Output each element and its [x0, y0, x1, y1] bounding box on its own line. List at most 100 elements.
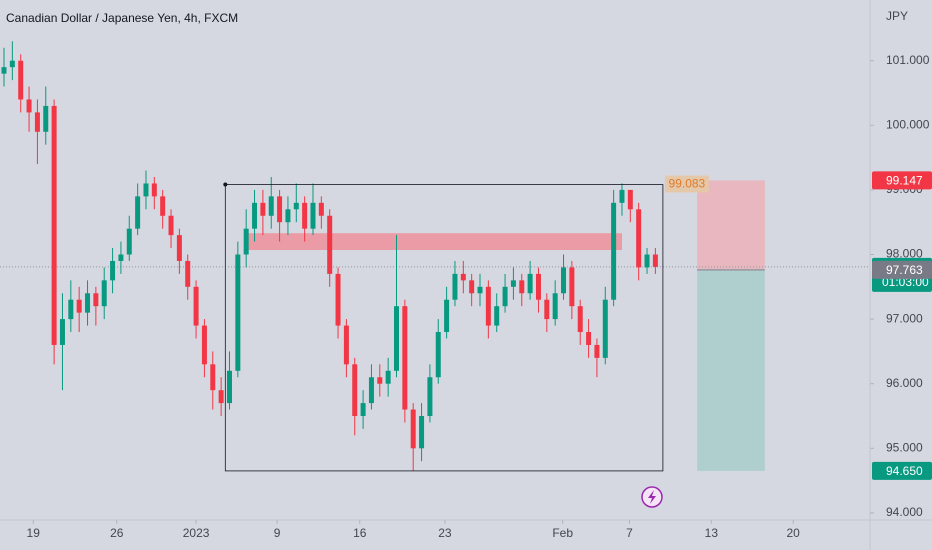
candle-body — [18, 60, 24, 100]
candle-body — [76, 299, 82, 313]
x-tick-label: 2023 — [183, 526, 210, 540]
candle-body — [135, 196, 141, 229]
candle-body — [335, 273, 341, 326]
candle-body — [252, 202, 258, 229]
position-stop — [697, 180, 765, 270]
candle-body — [652, 254, 658, 267]
candle-body — [110, 260, 116, 281]
x-tick-label: 23 — [438, 526, 452, 540]
price-tag-label: 97.763 — [886, 263, 923, 277]
candle-body — [586, 332, 592, 345]
x-tick-label: 9 — [274, 526, 281, 540]
x-tick-label: 20 — [786, 526, 800, 540]
y-tick-label: 96.000 — [886, 376, 923, 390]
candle-body — [151, 183, 157, 197]
candle-body — [26, 99, 32, 113]
x-tick-label: 19 — [27, 526, 41, 540]
range-box — [224, 184, 664, 472]
candle-body — [235, 254, 241, 371]
candle-body — [360, 403, 366, 416]
candle-body — [85, 293, 91, 313]
candle-body — [34, 112, 40, 132]
candle-body — [168, 215, 174, 236]
candle-body — [594, 344, 600, 358]
candle-body — [59, 319, 65, 345]
candle-body — [210, 364, 216, 391]
price-tag-label: 94.650 — [886, 464, 923, 478]
candle-body — [118, 254, 124, 261]
candle-body — [544, 299, 550, 320]
candle-body — [218, 390, 224, 404]
candle-body — [268, 196, 274, 216]
candle-body — [535, 273, 541, 300]
y-tick-label: 97.000 — [886, 311, 923, 325]
position-target — [697, 269, 765, 471]
price-tag — [872, 171, 932, 190]
x-tick-label: 16 — [353, 526, 367, 540]
candle-body — [444, 299, 450, 333]
y-tick-label: 95.000 — [886, 440, 923, 454]
alert-bolt[interactable] — [648, 490, 656, 504]
candle-body — [201, 325, 207, 365]
candle-body — [185, 260, 191, 287]
candle-body — [435, 332, 441, 378]
alert-icon[interactable] — [641, 486, 663, 508]
candle-body — [226, 370, 232, 404]
candle-body — [644, 254, 650, 268]
candle-body — [368, 377, 374, 404]
candle-body — [193, 286, 199, 326]
x-tick-label: 7 — [626, 526, 633, 540]
candle-body — [327, 215, 333, 274]
candle-body — [293, 202, 299, 210]
candle-body — [569, 267, 575, 307]
chart-title: Canadian Dollar / Japanese Yen, 4h, FXCM — [6, 11, 238, 25]
candle-body — [277, 196, 283, 223]
candle-body — [352, 364, 358, 416]
candle-body — [502, 286, 508, 307]
candle-body — [43, 105, 49, 132]
candle-body — [552, 293, 558, 320]
candle-body — [385, 370, 391, 384]
candle-body — [460, 273, 466, 281]
candle-body — [527, 273, 533, 294]
candle-body — [519, 280, 525, 294]
candle-body — [260, 202, 266, 216]
candle-body — [627, 189, 633, 210]
candle-body — [1, 67, 7, 74]
candle-body — [176, 235, 182, 261]
price-tag — [872, 461, 932, 480]
candle-body — [101, 280, 107, 307]
drawings — [0, 180, 870, 471]
y-axis-label: JPY — [886, 9, 908, 23]
candle-body — [485, 286, 491, 326]
y-tick-label: 94.000 — [886, 505, 923, 519]
candle-body — [477, 286, 483, 294]
candle-body — [318, 202, 324, 216]
candle-body — [9, 60, 15, 68]
price-tag — [872, 260, 932, 279]
candle-body — [619, 189, 625, 203]
y-tick-label: 101.000 — [886, 53, 930, 67]
candle-body — [377, 377, 383, 384]
overlays: 99.083 — [223, 175, 709, 472]
candle-body — [285, 209, 291, 223]
candle-body — [126, 228, 132, 255]
candle-body — [510, 280, 516, 287]
candle-body — [343, 325, 349, 365]
y-tick-label: 100.000 — [886, 117, 930, 131]
candle-body — [419, 416, 425, 449]
candle-body — [577, 306, 583, 333]
candle-body — [469, 280, 475, 294]
candle-body — [243, 228, 249, 255]
candle-body — [452, 273, 458, 300]
candle-body — [410, 409, 416, 449]
candle-body — [302, 202, 308, 229]
resistance-zone — [247, 233, 622, 250]
candles — [1, 41, 658, 471]
candle-body — [68, 299, 74, 320]
candle-body — [51, 105, 57, 345]
candle-body — [93, 293, 99, 307]
candle-body — [427, 377, 433, 416]
price-tag-label: 99.147 — [886, 174, 923, 188]
